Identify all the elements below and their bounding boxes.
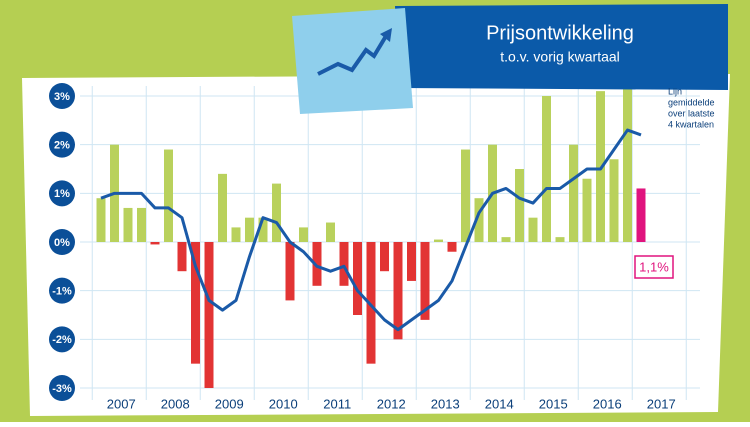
bar (407, 242, 416, 281)
bar (96, 198, 106, 242)
bar (420, 242, 430, 320)
y-tick-badge (49, 83, 75, 109)
annotation-line: Lijn (668, 86, 682, 96)
bar (231, 227, 241, 242)
plot-area: 3% 2% 1% 0% -1% -2% -3% 2007 2008 2009 2010 2011 201… (49, 81, 700, 411)
bar (366, 242, 376, 364)
value-label-box (634, 255, 674, 279)
icon-box (292, 8, 413, 114)
bar (150, 242, 160, 245)
y-tick-label: -3% (52, 383, 72, 395)
bar (312, 242, 322, 286)
x-tick-label: 2017 (647, 396, 676, 411)
bar (474, 198, 484, 242)
bar (245, 217, 254, 242)
x-tick-label: 2014 (485, 396, 514, 411)
y-tick-label: 3% (54, 91, 70, 103)
bar (528, 217, 538, 242)
bar (555, 237, 565, 242)
annotation-line: over laatste (668, 108, 715, 118)
y-tick-badge (49, 375, 75, 401)
bar (353, 242, 362, 315)
bar (515, 169, 524, 242)
bar (123, 207, 133, 242)
y-tick-label: 1% (54, 188, 70, 200)
value-label: 1,1% (639, 259, 669, 274)
line (100, 128, 642, 332)
bar (447, 242, 457, 252)
x-tick-label: 2010 (269, 396, 298, 411)
bar (272, 183, 281, 242)
bar (569, 144, 578, 242)
bar (582, 178, 592, 242)
x-tick-label: 2012 (377, 396, 406, 411)
y-tick-badge (49, 229, 75, 255)
annotation-line: gemiddelde (668, 97, 715, 107)
bar (609, 159, 619, 242)
bar (461, 149, 470, 242)
bar (137, 207, 146, 242)
x-tick-label: 2011 (323, 396, 351, 411)
bar (258, 217, 268, 242)
bar (164, 149, 173, 242)
bar (299, 227, 308, 242)
bar (501, 237, 511, 242)
bar (380, 242, 389, 272)
x-tick-label: 2009 (215, 396, 244, 411)
bar (393, 242, 403, 340)
bar (636, 188, 646, 242)
title-box (395, 4, 728, 90)
bar (542, 96, 551, 242)
chart-subtitle: t.o.v. vorig kwartaal (500, 49, 620, 65)
bar (177, 242, 187, 272)
x-tick-label: 2013 (431, 396, 460, 411)
bar (434, 239, 443, 242)
icon-line (317, 34, 388, 76)
bar (339, 242, 349, 286)
bar (326, 222, 335, 242)
chart-title: Prijsontwikkeling (486, 22, 634, 44)
annotation-line: 4 kwartalen (668, 119, 714, 129)
x-tick-label: 2007 (107, 396, 136, 411)
x-tick-label: 2015 (539, 396, 568, 411)
bar (204, 242, 214, 388)
x-tick-label: 2016 (593, 396, 622, 411)
icon-arrow (380, 28, 392, 42)
bar (191, 242, 200, 364)
y-tick-label: -2% (52, 334, 72, 346)
y-tick-badge (49, 131, 75, 158)
bar (285, 242, 295, 301)
y-tick-label: 2% (54, 140, 70, 152)
bar (623, 81, 632, 243)
y-tick-label: 0% (54, 237, 70, 249)
y-tick-badge (49, 180, 75, 207)
y-tick-badge (49, 277, 75, 304)
y-tick-label: -1% (52, 286, 72, 298)
x-tick-label: 2008 (161, 396, 190, 411)
bar (218, 173, 227, 242)
y-tick-badge (49, 326, 75, 353)
